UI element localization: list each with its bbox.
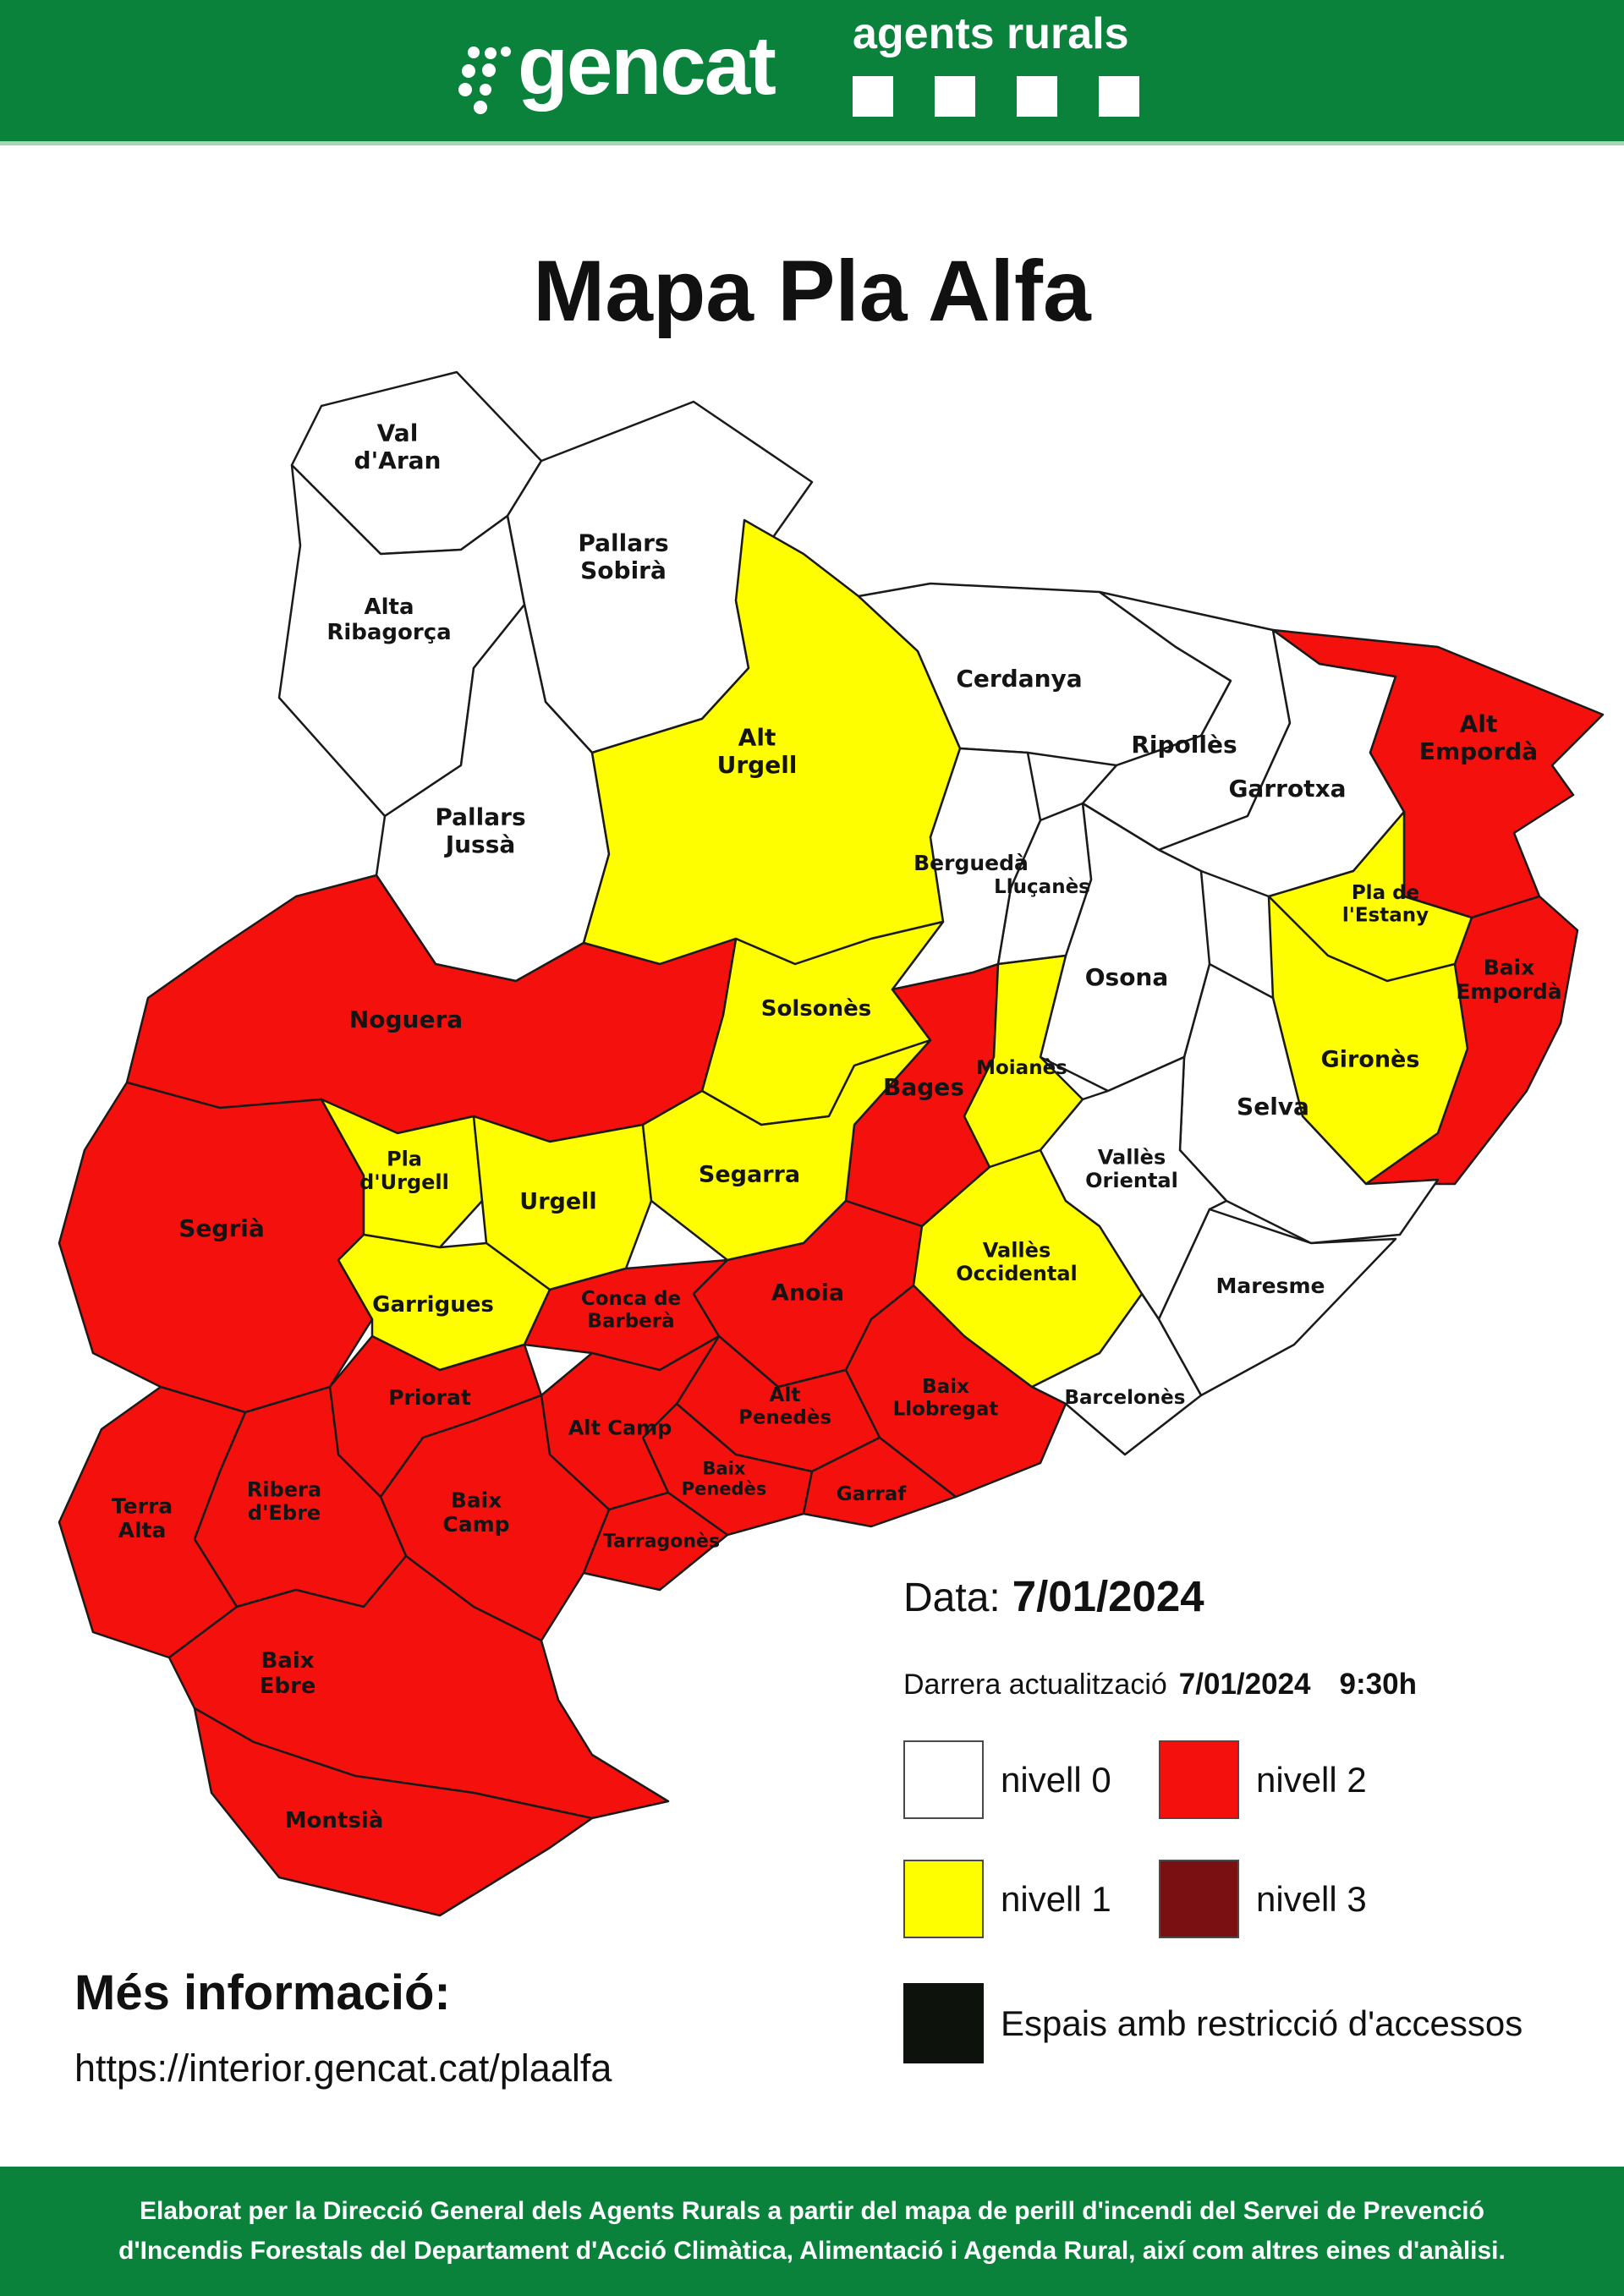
last-update-date: 7/01/2024 bbox=[1178, 1668, 1311, 1701]
region-label-segria: Segrià bbox=[178, 1214, 265, 1242]
last-update-time: 9:30h bbox=[1339, 1668, 1417, 1701]
more-info-block: Més informació: https://interior.gencat.… bbox=[74, 1964, 612, 2091]
legend-item-nivell-0: nivell 0 bbox=[903, 1740, 1159, 1819]
region-label-llucanes: Lluçanès bbox=[994, 876, 1090, 898]
region-label-val-daran: Val d'Aran bbox=[354, 419, 442, 474]
region-label-montsia: Montsià bbox=[285, 1808, 384, 1833]
region-label-bergueda: Berguedà bbox=[914, 851, 1029, 875]
footer-line-2: d'Incendis Forestals del Departament d'A… bbox=[118, 2236, 1506, 2265]
agents-rurals-squares-icon bbox=[853, 76, 1157, 117]
region-segarra bbox=[641, 1038, 932, 1262]
date-value: 7/01/2024 bbox=[1012, 1572, 1204, 1620]
legend-restricted-row: Espais amb restricció d'accessos bbox=[903, 1983, 1522, 2063]
agents-rurals-block: agents rurals bbox=[853, 12, 1157, 117]
region-label-baix-penedes: Baix Penedès bbox=[682, 1458, 767, 1499]
region-label-alt-urgell: Alt Urgell bbox=[717, 724, 798, 779]
legend: nivell 0 nivell 2 nivell 1 nivell 3 bbox=[903, 1740, 1546, 1938]
region-label-valles-occidental: Vallès Occidental bbox=[956, 1239, 1078, 1286]
legend-label-nivell-1: nivell 1 bbox=[1001, 1878, 1111, 1919]
region-label-garrigues: Garrigues bbox=[372, 1292, 494, 1318]
region-label-valles-oriental: Vallès Oriental bbox=[1085, 1146, 1178, 1193]
region-label-terra-alta: Terra Alta bbox=[112, 1493, 173, 1543]
last-update-label: Darrera actualització bbox=[903, 1669, 1167, 1701]
footer-line-1: Elaborat per la Direcció General dels Ag… bbox=[140, 2197, 1484, 2225]
catalonia-comarques-map: Val d'Aran Pallars Sobirà Alta Ribagorça Palla… bbox=[58, 370, 1605, 1917]
legend-item-nivell-2: nivell 2 bbox=[1159, 1740, 1546, 1819]
legend-item-nivell-3: nivell 3 bbox=[1159, 1860, 1546, 1938]
more-info-heading: Més informació: bbox=[74, 1965, 451, 2020]
region-label-baix-ebre: Baix Ebre bbox=[260, 1648, 316, 1699]
date-label: Data: bbox=[903, 1575, 1001, 1620]
more-info-url: https://interior.gencat.cat/plaalfa bbox=[74, 2046, 612, 2090]
last-update-line: Darrera actualització 7/01/2024 9:30h bbox=[903, 1668, 1417, 1701]
gencat-dots-icon bbox=[458, 47, 511, 114]
region-label-anoia: Anoia bbox=[771, 1280, 844, 1306]
agents-rurals-label: agents rurals bbox=[853, 9, 1129, 58]
legend-swatch-nivell-3 bbox=[1159, 1860, 1239, 1938]
restricted-label: Espais amb restricció d'accessos bbox=[1001, 2003, 1523, 2043]
region-label-conca-de-barbera: Conca de Barberà bbox=[581, 1288, 681, 1332]
region-label-alt-penedes: Alt Penedès bbox=[738, 1384, 831, 1428]
header-bar: gencat agents rurals bbox=[0, 0, 1624, 145]
region-label-pla-durgell: Pla d'Urgell bbox=[359, 1148, 449, 1195]
region-valles-oriental bbox=[1039, 1055, 1228, 1321]
restricted-swatch bbox=[903, 1983, 984, 2063]
page-title: Mapa Pla Alfa bbox=[533, 243, 1091, 339]
region-label-garrotxa: Garrotxa bbox=[1228, 775, 1346, 803]
legend-label-nivell-0: nivell 0 bbox=[1001, 1759, 1111, 1800]
region-label-pla-de-lestany: Pla de l'Estany bbox=[1342, 882, 1429, 926]
legend-item-nivell-1: nivell 1 bbox=[903, 1860, 1159, 1938]
region-pla-durgell bbox=[320, 1098, 484, 1249]
gencat-logo: gencat bbox=[518, 19, 776, 112]
region-label-bages: Bages bbox=[883, 1073, 964, 1101]
region-barcelones bbox=[1030, 1292, 1203, 1456]
region-label-moianes: Moianès bbox=[976, 1057, 1067, 1079]
region-label-selva: Selva bbox=[1237, 1093, 1309, 1121]
region-label-girones: Gironès bbox=[1321, 1046, 1420, 1072]
region-label-urgell: Urgell bbox=[519, 1188, 596, 1214]
footer-bar: Elaborat per la Direcció General dels Ag… bbox=[0, 2167, 1624, 2296]
region-montsia bbox=[193, 1707, 594, 1917]
region-label-alt-emporda: Alt Empordà bbox=[1419, 710, 1538, 765]
legend-label-nivell-2: nivell 2 bbox=[1256, 1759, 1367, 1800]
region-label-garraf: Garraf bbox=[837, 1483, 908, 1505]
region-label-ripolles: Ripollès bbox=[1131, 731, 1237, 759]
region-label-segarra: Segarra bbox=[699, 1161, 800, 1187]
region-label-pallars-jussa: Pallars Jussà bbox=[435, 803, 525, 858]
region-label-alta-ribagorca: Alta Ribagorça bbox=[326, 595, 451, 645]
region-label-baix-camp: Baix Camp bbox=[442, 1488, 509, 1537]
legend-swatch-nivell-0 bbox=[903, 1740, 984, 1819]
brand-square-icon bbox=[1099, 76, 1139, 117]
region-label-solsones: Solsonès bbox=[761, 996, 871, 1022]
region-baix-emporda bbox=[1364, 895, 1579, 1186]
region-label-maresme: Maresme bbox=[1216, 1274, 1325, 1298]
region-segria bbox=[58, 1081, 374, 1414]
legend-swatch-nivell-2 bbox=[1159, 1740, 1239, 1819]
brand-square-icon bbox=[1017, 76, 1057, 117]
region-label-cerdanya: Cerdanya bbox=[956, 665, 1082, 693]
legend-swatch-nivell-1 bbox=[903, 1860, 984, 1938]
date-line: Data: 7/01/2024 bbox=[903, 1571, 1204, 1621]
region-label-priorat: Priorat bbox=[388, 1385, 471, 1410]
region-label-tarragones: Tarragonès bbox=[603, 1532, 720, 1553]
brand-square-icon bbox=[853, 76, 893, 117]
region-label-barcelones: Barcelonès bbox=[1065, 1387, 1186, 1409]
region-label-alt-camp: Alt Camp bbox=[568, 1416, 672, 1439]
legend-label-nivell-3: nivell 3 bbox=[1256, 1878, 1367, 1919]
region-label-pallars-sobira: Pallars Sobirà bbox=[578, 529, 668, 584]
region-label-noguera: Noguera bbox=[349, 1006, 463, 1033]
region-label-baix-llobregat: Baix Llobregat bbox=[893, 1376, 999, 1420]
region-garraf bbox=[802, 1436, 957, 1528]
brand-square-icon bbox=[935, 76, 975, 117]
region-label-ribera-debre: Ribera d'Ebre bbox=[247, 1478, 321, 1526]
region-label-osona: Osona bbox=[1085, 963, 1169, 991]
region-label-baix-emporda: Baix Empordà bbox=[1456, 955, 1561, 1004]
